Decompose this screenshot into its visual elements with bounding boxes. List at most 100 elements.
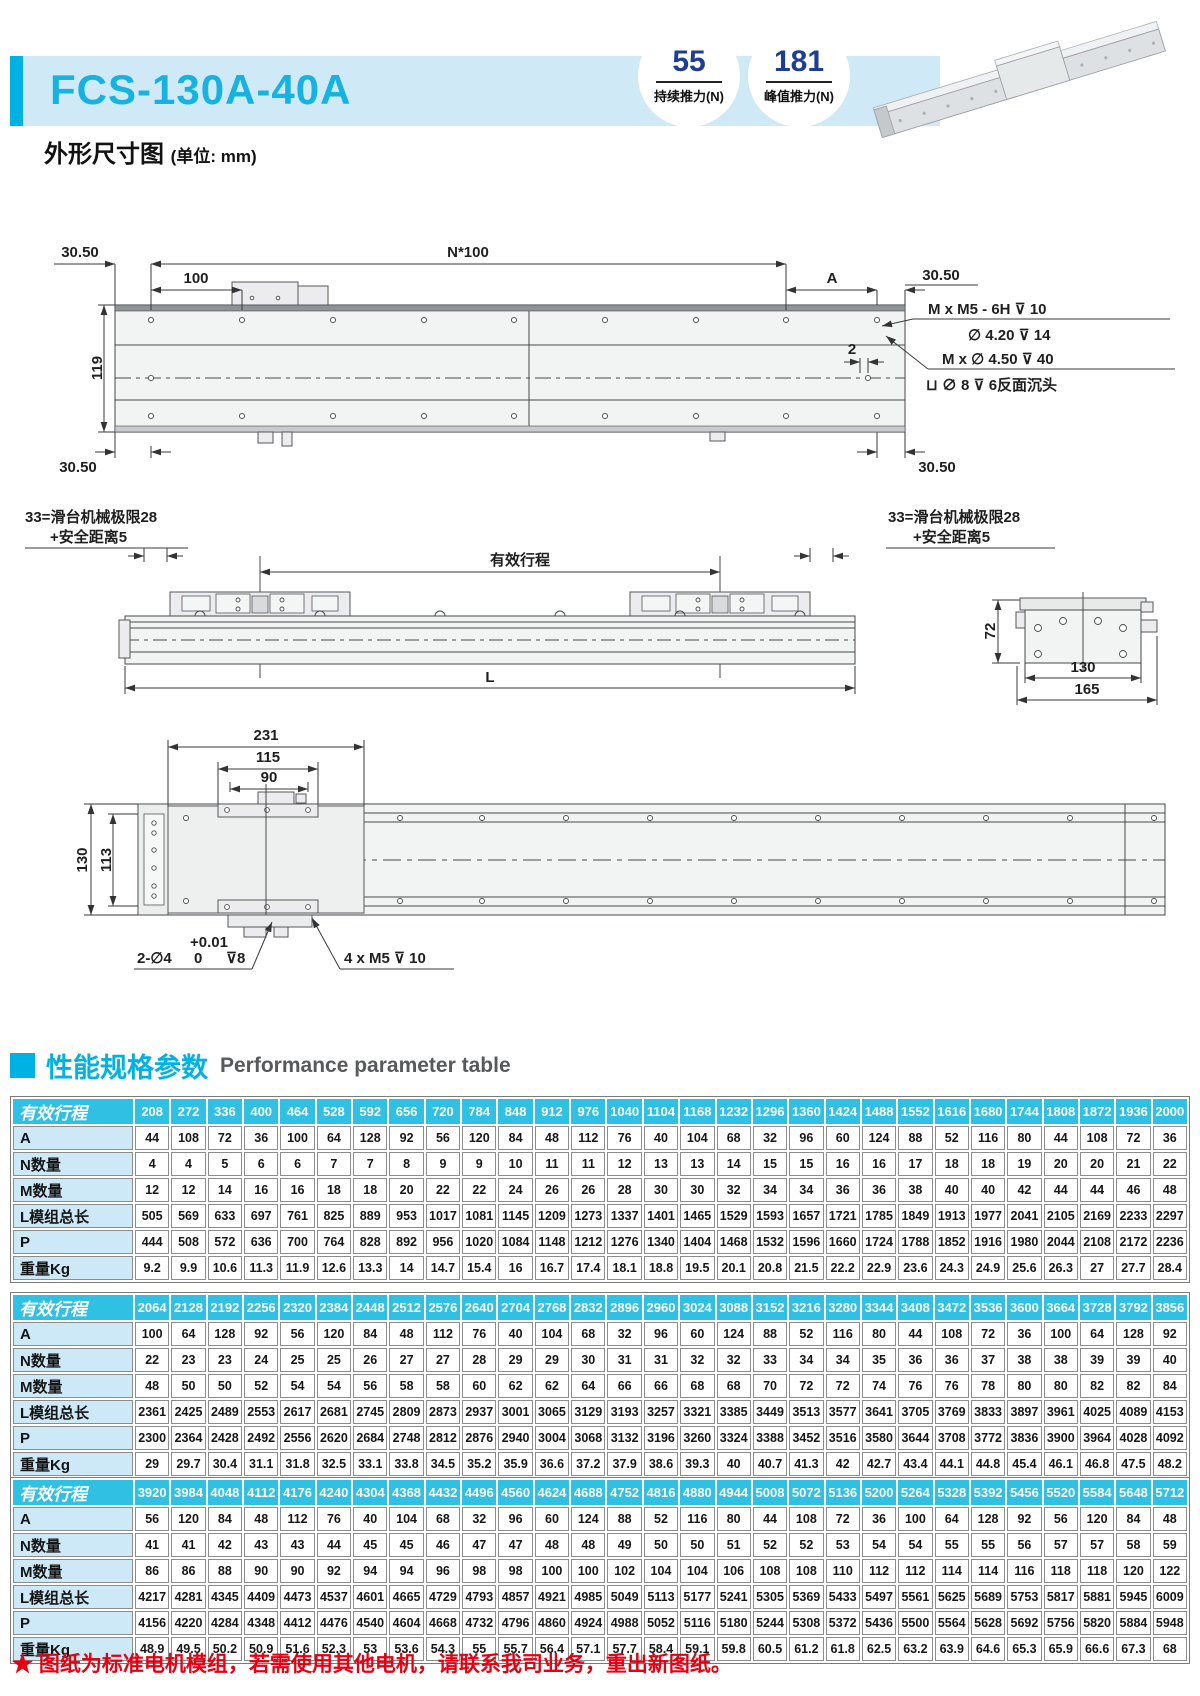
row-label: A — [13, 1507, 133, 1531]
value-cell: 2233 — [1116, 1204, 1151, 1228]
value-cell: 5817 — [1043, 1585, 1078, 1609]
value-cell: 2748 — [389, 1426, 424, 1450]
value-cell: 30 — [571, 1348, 606, 1372]
value-cell: 5692 — [1007, 1611, 1042, 1635]
value-cell: 82 — [1079, 1374, 1115, 1398]
value-cell: 22.9 — [861, 1256, 897, 1280]
stroke-value: 4944 — [716, 1480, 751, 1505]
value-cell: 4924 — [571, 1611, 606, 1635]
value-cell: 72 — [1116, 1126, 1151, 1150]
value-cell: 44.1 — [934, 1452, 969, 1476]
value-cell: 5049 — [607, 1585, 642, 1609]
value-cell: 7 — [353, 1152, 388, 1176]
page-title: FCS-130A-40A — [50, 66, 352, 113]
value-cell: 45 — [353, 1533, 388, 1557]
value-cell: 27 — [389, 1348, 424, 1372]
value-cell: 3129 — [571, 1400, 606, 1424]
value-cell: 56 — [135, 1507, 170, 1531]
value-cell: 2617 — [280, 1400, 315, 1424]
table-row: M数量 48 50 50 52 54 54 56 58 58 60 62 62 64 66 66 68 68 70 7… — [13, 1374, 1187, 1398]
stroke-value: 3728 — [1079, 1295, 1115, 1320]
value-cell: 100 — [1043, 1322, 1078, 1346]
value-cell: 59.1 — [680, 1637, 715, 1661]
value-cell: 4284 — [207, 1611, 243, 1635]
value-cell: 3769 — [934, 1400, 969, 1424]
stroke-value: 1488 — [861, 1099, 897, 1124]
value-cell: 65.9 — [1043, 1637, 1078, 1661]
value-cell: 32 — [716, 1348, 751, 1372]
value-cell: 4028 — [1116, 1426, 1151, 1450]
value-cell: 20.1 — [716, 1256, 751, 1280]
value-cell: 42.7 — [861, 1452, 897, 1476]
value-cell: 114 — [934, 1559, 969, 1583]
value-cell: 1913 — [934, 1204, 969, 1228]
value-cell: 80 — [716, 1507, 751, 1531]
stroke-value: 4048 — [207, 1480, 243, 1505]
value-cell: 4281 — [171, 1585, 206, 1609]
value-cell: 5372 — [825, 1611, 860, 1635]
value-cell: 32.5 — [316, 1452, 352, 1476]
value-cell: 56 — [1007, 1533, 1042, 1557]
value-cell: 96 — [643, 1322, 679, 1346]
value-cell: 15 — [789, 1152, 824, 1176]
value-cell: 7 — [316, 1152, 352, 1176]
value-cell: 46 — [425, 1533, 461, 1557]
dimension-drawings: 30.50 N*100 100 A 30.50 119 30.50 30.50 … — [25, 244, 1175, 970]
value-cell: 33 — [752, 1348, 788, 1372]
value-cell: 57.1 — [571, 1637, 606, 1661]
stroke-value: 5392 — [970, 1480, 1006, 1505]
table-row: 重量Kg 48.9 49.5 50.2 50.9 51.6 52.3 53 53.6 54.3 55… — [13, 1637, 1187, 1661]
value-cell: 5689 — [970, 1585, 1006, 1609]
stroke-value: 1680 — [970, 1099, 1006, 1124]
value-cell: 52 — [643, 1507, 679, 1531]
value-cell: 6 — [280, 1152, 315, 1176]
stroke-value: 2000 — [1152, 1099, 1187, 1124]
value-cell: 4217 — [135, 1585, 170, 1609]
value-cell: 39 — [1079, 1348, 1115, 1372]
value-cell: 36 — [861, 1507, 897, 1531]
value-cell: 104 — [389, 1507, 424, 1531]
value-cell: 4601 — [353, 1585, 388, 1609]
section-square-icon — [10, 1053, 35, 1078]
value-cell: 58 — [1116, 1533, 1151, 1557]
stroke-value: 2512 — [389, 1295, 424, 1320]
stroke-value: 3536 — [970, 1295, 1006, 1320]
value-cell: 59 — [1152, 1533, 1187, 1557]
value-cell: 64 — [316, 1126, 352, 1150]
value-cell: 76 — [607, 1126, 642, 1150]
value-cell: 569 — [171, 1204, 206, 1228]
value-cell: 2489 — [207, 1400, 243, 1424]
value-cell: 18 — [353, 1178, 388, 1202]
value-cell: 5561 — [898, 1585, 933, 1609]
value-cell: 1340 — [643, 1230, 679, 1254]
value-cell: 3385 — [716, 1400, 751, 1424]
value-cell: 48 — [1152, 1507, 1187, 1531]
value-cell: 44 — [1043, 1178, 1078, 1202]
stroke-value: 4368 — [389, 1480, 424, 1505]
value-cell: 2681 — [316, 1400, 352, 1424]
value-cell: 12 — [607, 1152, 642, 1176]
stroke-value: 5648 — [1116, 1480, 1151, 1505]
value-cell: 39 — [1116, 1348, 1151, 1372]
dim-165: 165 — [1074, 681, 1099, 698]
stroke-value: 3152 — [752, 1295, 788, 1320]
stroke-value: 2704 — [498, 1295, 533, 1320]
table-row: N数量 22 23 23 24 25 25 26 27 27 28 29 29 30 31 31 32 32 33 3… — [13, 1348, 1187, 1372]
value-cell: 3196 — [643, 1426, 679, 1450]
value-cell: 90 — [280, 1559, 315, 1583]
value-cell: 2361 — [135, 1400, 170, 1424]
value-cell: 54.3 — [425, 1637, 461, 1661]
value-cell: 88 — [207, 1559, 243, 1583]
value-cell: 36 — [825, 1178, 860, 1202]
value-cell: 20 — [389, 1178, 424, 1202]
value-cell: 36 — [861, 1178, 897, 1202]
value-cell: 51.6 — [280, 1637, 315, 1661]
value-cell: 54 — [861, 1533, 897, 1557]
value-cell: 64 — [571, 1374, 606, 1398]
value-cell: 64 — [1079, 1322, 1115, 1346]
value-cell: 53 — [825, 1533, 860, 1557]
value-cell: 53.6 — [389, 1637, 424, 1661]
value-cell: 118 — [1079, 1559, 1115, 1583]
stroke-value: 5136 — [825, 1480, 860, 1505]
stroke-value: 2768 — [534, 1295, 570, 1320]
